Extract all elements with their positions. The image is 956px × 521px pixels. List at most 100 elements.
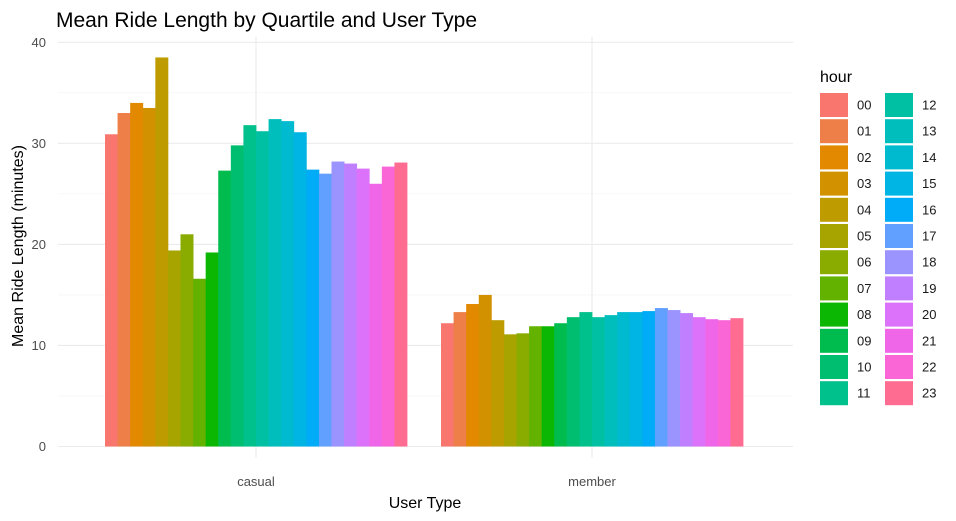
bar-member-hour-08: [541, 326, 555, 447]
bar-casual-hour-06: [180, 234, 194, 447]
legend: hour 00 01 02 03 04 05 06 07 08 09 10 11 12 13 14 15 16 1…: [820, 69, 936, 406]
y-axis-ticks: 0 10 20 30 40: [32, 35, 46, 454]
bar-member-hour-14: [617, 312, 631, 447]
legend-label-20: 20: [922, 307, 936, 322]
bar-member-hour-11: [579, 312, 593, 447]
bar-member-hour-13: [604, 315, 618, 447]
legend-key-10: [820, 355, 848, 379]
bar-member-hour-01: [453, 312, 467, 447]
bar-casual-hour-04: [155, 57, 169, 447]
bar-casual-hour-22: [381, 166, 395, 447]
legend-key-12: [885, 93, 913, 117]
bar-member-hour-22: [717, 320, 731, 447]
y-tick-label: 30: [32, 136, 46, 151]
legend-label-09: 09: [857, 333, 871, 348]
bar-member-hour-19: [680, 313, 694, 447]
bar-casual-hour-18: [331, 161, 345, 447]
legend-key-03: [820, 171, 848, 196]
y-tick-label: 10: [32, 338, 46, 353]
bar-casual-hour-05: [167, 250, 181, 447]
bar-member-hour-06: [516, 333, 530, 447]
bar-member-hour-03: [478, 294, 492, 447]
chart-title: Mean Ride Length by Quartile and User Ty…: [56, 9, 477, 32]
bar-casual-hour-15: [293, 132, 307, 447]
legend-key-22: [885, 355, 913, 379]
legend-key-08: [820, 302, 848, 327]
legend-label-11: 11: [857, 386, 871, 401]
bar-casual-hour-19: [344, 163, 358, 447]
legend-key-09: [820, 328, 848, 353]
x-tick-label-member: member: [568, 474, 616, 489]
legend-key-16: [885, 197, 913, 222]
legend-label-18: 18: [922, 255, 936, 270]
bar-member-hour-21: [705, 319, 719, 447]
bar-member-hour-23: [730, 318, 744, 447]
legend-title: hour: [820, 69, 853, 86]
legend-key-18: [885, 250, 913, 275]
bar-member-hour-02: [466, 304, 480, 447]
bar-casual-hour-01: [117, 113, 131, 447]
legend-key-14: [885, 145, 913, 170]
bar-member-hour-12: [592, 317, 605, 447]
bar-member-hour-16: [642, 311, 656, 447]
bar-casual-hour-03: [142, 107, 156, 447]
bar-casual-hour-17: [318, 173, 332, 447]
bar-casual-hour-12: [256, 131, 269, 447]
legend-key-19: [885, 276, 913, 301]
legend-label-03: 03: [857, 176, 871, 191]
legend-label-19: 19: [922, 281, 936, 296]
legend-label-08: 08: [857, 307, 871, 322]
legend-label-04: 04: [857, 202, 871, 217]
legend-key-04: [820, 197, 848, 222]
legend-label-12: 12: [922, 98, 936, 113]
bar-casual-hour-23: [394, 162, 408, 447]
legend-label-21: 21: [922, 333, 936, 348]
legend-label-00: 00: [857, 98, 871, 113]
legend-label-15: 15: [922, 176, 936, 191]
bar-member-hour-09: [554, 323, 568, 447]
legend-key-23: [885, 381, 913, 406]
bar-casual-hour-10: [230, 145, 244, 447]
y-tick-label: 0: [39, 439, 46, 454]
bar-member-hour-00: [441, 323, 454, 447]
legend-label-06: 06: [857, 255, 871, 270]
bar-member-hour-07: [529, 326, 543, 447]
legend-label-23: 23: [922, 386, 936, 401]
bar-casual-hour-00: [105, 134, 118, 447]
bar-casual-hour-09: [218, 170, 232, 447]
legend-label-17: 17: [922, 229, 936, 244]
bar-member-hour-15: [629, 312, 643, 447]
bar-casual-hour-02: [130, 102, 144, 447]
bar-member-hour-04: [491, 320, 505, 447]
bar-member-hour-17: [654, 308, 668, 447]
legend-label-16: 16: [922, 202, 936, 217]
legend-label-22: 22: [922, 360, 936, 375]
x-axis-ticks: casual member: [237, 474, 616, 489]
legend-key-13: [885, 119, 913, 144]
bar-casual-hour-07: [193, 278, 207, 447]
y-tick-label: 20: [32, 237, 46, 252]
legend-label-05: 05: [857, 229, 871, 244]
legend-key-15: [885, 171, 913, 196]
legend-key-17: [885, 224, 913, 248]
x-axis-title: User Type: [389, 495, 462, 512]
bar-member-hour-18: [667, 310, 681, 447]
legend-key-07: [820, 276, 848, 301]
legend-key-01: [820, 119, 848, 144]
legend-label-10: 10: [857, 360, 871, 375]
legend-label-07: 07: [857, 281, 871, 296]
legend-key-05: [820, 224, 848, 248]
bar-member-hour-05: [503, 334, 517, 447]
bar-casual-hour-08: [205, 252, 219, 447]
bar-member-hour-10: [566, 317, 580, 447]
bar-casual-hour-13: [268, 119, 282, 447]
y-tick-label: 40: [32, 35, 46, 50]
legend-key-06: [820, 250, 848, 275]
legend-label-01: 01: [857, 124, 871, 139]
legend-label-14: 14: [922, 150, 936, 165]
bar-member-hour-20: [692, 317, 706, 447]
y-axis-title: Mean Ride Length (minutes): [10, 145, 27, 347]
legend-key-11: [820, 381, 848, 406]
